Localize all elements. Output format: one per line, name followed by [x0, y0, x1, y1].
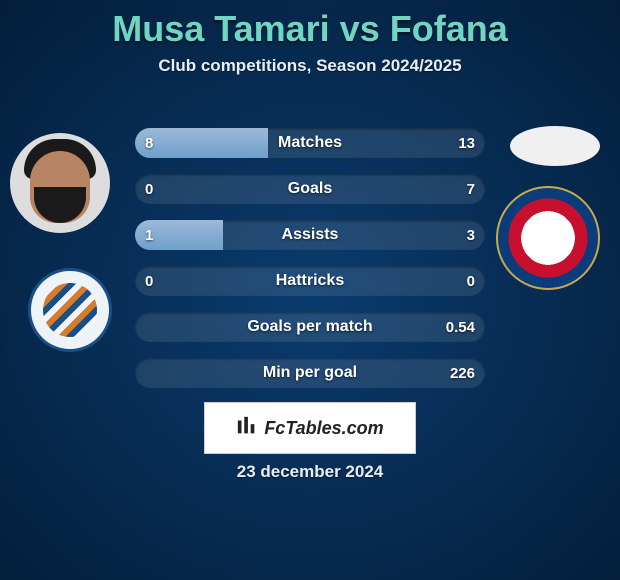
player-left-avatar — [10, 133, 110, 233]
stat-label: Hattricks — [135, 266, 485, 296]
club-badge-left — [28, 268, 112, 352]
stat-value-right: 226 — [450, 358, 475, 388]
stat-label: Goals — [135, 174, 485, 204]
brand-logo-icon — [236, 415, 258, 442]
stat-label: Min per goal — [135, 358, 485, 388]
stat-value-right: 0 — [467, 266, 475, 296]
stat-label: Assists — [135, 220, 485, 250]
stat-label: Goals per match — [135, 312, 485, 342]
brand-text: FcTables.com — [264, 418, 383, 439]
page-subtitle: Club competitions, Season 2024/2025 — [0, 56, 620, 76]
brand-footer[interactable]: FcTables.com — [204, 402, 416, 454]
stat-value-right: 3 — [467, 220, 475, 250]
stat-row: 1Assists3 — [135, 220, 485, 250]
club-badge-right — [496, 186, 600, 290]
stat-row: 0Hattricks0 — [135, 266, 485, 296]
stat-row: Min per goal226 — [135, 358, 485, 388]
stat-label: Matches — [135, 128, 485, 158]
stat-row: 8Matches13 — [135, 128, 485, 158]
stat-value-right: 13 — [458, 128, 475, 158]
stats-bars: 8Matches130Goals71Assists30Hattricks0Goa… — [135, 128, 485, 404]
player-right-avatar — [510, 126, 600, 166]
stat-value-right: 0.54 — [446, 312, 475, 342]
date-text: 23 december 2024 — [0, 462, 620, 482]
page-title: Musa Tamari vs Fofana — [0, 8, 620, 50]
stat-row: Goals per match0.54 — [135, 312, 485, 342]
stat-row: 0Goals7 — [135, 174, 485, 204]
stat-value-right: 7 — [467, 174, 475, 204]
